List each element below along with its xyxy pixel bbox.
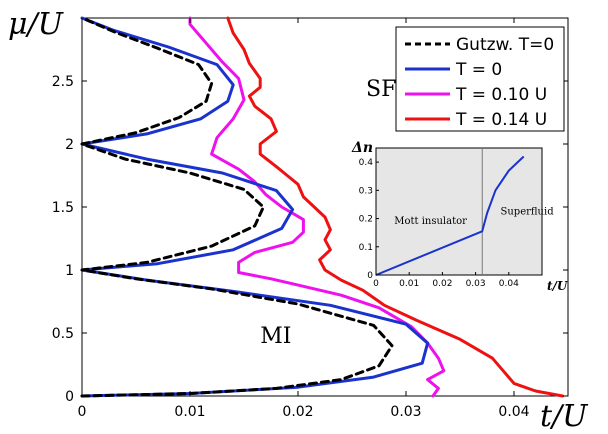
x-tick-label: 0.02: [282, 404, 313, 420]
y-tick-label: 1: [65, 263, 74, 279]
inset-y-tick-label: 0.3: [359, 186, 373, 196]
legend-label-t014: T = 0.14 U: [455, 110, 547, 130]
inset-chart: 0 0.01 0.02 0.03 0.04 0 0.1 0.2 0.3 0.4 Mott insu…: [351, 140, 569, 293]
legend: Gutzw. T=0 T = 0 T = 0.10 U T = 0.14 U: [395, 26, 565, 132]
sf-region-label: SF: [366, 77, 396, 102]
y-tick-label: 2: [65, 137, 74, 153]
x-axis-title: t/U: [540, 399, 589, 434]
inset-x-tick-label: 0.02: [432, 279, 452, 289]
legend-label-gutzwiller: Gutzw. T=0: [456, 35, 554, 55]
y-tick-label: 0.5: [52, 326, 74, 342]
inset-x-tick-label: 0.03: [466, 279, 486, 289]
inset-plot-area: [375, 147, 543, 276]
inset-ticks-layer: 0 0.01 0.02 0.03 0.04 0 0.1 0.2 0.3 0.4: [359, 158, 519, 289]
mi-region-label: MI: [260, 324, 291, 349]
inset-y-tick-label: 0.4: [359, 158, 374, 168]
inset-y-tick-label: 0: [367, 271, 373, 281]
series-line-0: [80, 16, 394, 398]
x-tick-label: 0: [78, 404, 87, 420]
inset-series-layer: [375, 148, 525, 276]
inset-series-line-0: [375, 155, 525, 276]
y-axis-title: μ/U: [8, 7, 65, 42]
series-line-3: [226, 16, 565, 398]
y-tick-label: 2.5: [52, 74, 74, 90]
inset-superfluid-label: Superfluid: [501, 206, 555, 217]
inset-y-tick-label: 0.2: [359, 215, 373, 225]
x-tick-label: 0.01: [174, 404, 205, 420]
main-series-layer: [80, 16, 565, 398]
main-ticks-layer: 0 0.01 0.02 0.03 0.04 0 0.5 1 1.5 2 2.5: [52, 18, 568, 420]
y-tick-label: 1.5: [52, 200, 74, 216]
x-tick-label: 0.04: [498, 404, 529, 420]
inset-x-tick-label: 0.04: [499, 279, 519, 289]
inset-x-tick-label: 0.01: [399, 279, 419, 289]
legend-label-t010: T = 0.10 U: [455, 85, 547, 105]
legend-label-t0: T = 0: [455, 60, 502, 80]
inset-x-axis-title: t/U: [547, 279, 569, 293]
series-line-2: [188, 16, 446, 398]
y-tick-label: 0: [65, 389, 74, 405]
legend-box: [395, 26, 565, 132]
series-line-1: [80, 16, 430, 398]
inset-y-tick-label: 0.1: [359, 243, 373, 253]
x-tick-label: 0.03: [390, 404, 421, 420]
inset-mott-label: Mott insulator: [394, 216, 467, 227]
inset-y-axis-title: Δn: [351, 140, 373, 156]
inset-x-tick-label: 0: [373, 279, 379, 289]
